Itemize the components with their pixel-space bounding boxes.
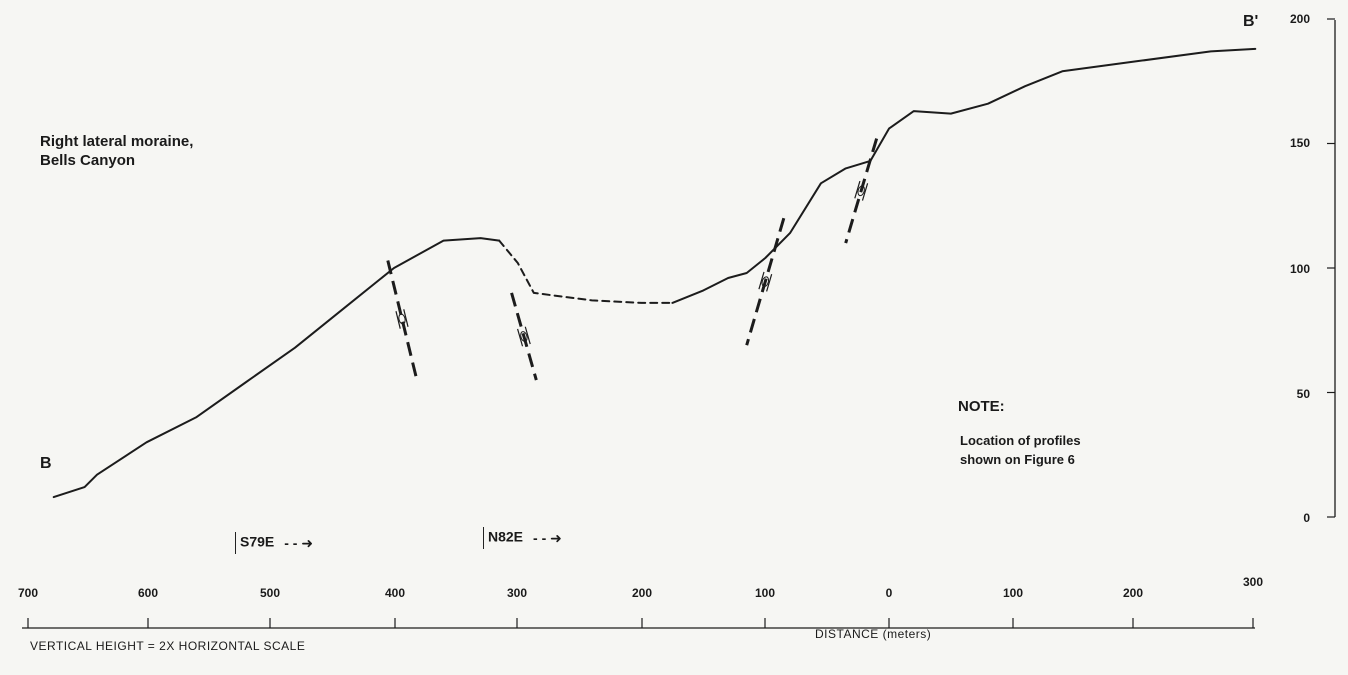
fault-symbol-stroke bbox=[766, 274, 773, 292]
orientation-s79e: S79E - - ➜ bbox=[235, 532, 313, 554]
vertical-scale-note: VERTICAL HEIGHT = 2X HORIZONTAL SCALE bbox=[30, 639, 306, 653]
fault-symbol-stroke bbox=[517, 328, 524, 347]
right-arrow-icon: - - ➜ bbox=[284, 534, 314, 551]
y-tick-label: 50 bbox=[1296, 387, 1310, 401]
x-tick-label: 300 bbox=[506, 586, 528, 600]
figure-title-line1: Right lateral moraine, bbox=[40, 133, 194, 150]
fault-symbol-ring bbox=[761, 276, 770, 288]
y-tick-label: 150 bbox=[1289, 136, 1310, 150]
fault-symbol-ring bbox=[398, 313, 406, 325]
orientation-label: N82E bbox=[488, 528, 524, 545]
point-b-label: B bbox=[40, 455, 52, 472]
fault-line bbox=[510, 292, 538, 381]
x-tick-label: 0 bbox=[885, 586, 893, 600]
x-tick-label: 200 bbox=[631, 586, 653, 600]
x-tick-label: 300 bbox=[1242, 575, 1264, 589]
x-tick-label: 400 bbox=[384, 586, 406, 600]
fault-displacement-symbol bbox=[854, 180, 869, 201]
fault-symbol-stroke bbox=[395, 311, 401, 329]
x-tick-label: 100 bbox=[1002, 586, 1024, 600]
x-tick-label: 500 bbox=[259, 586, 281, 600]
fault-symbol-ring bbox=[857, 185, 865, 197]
x-tick-label: 200 bbox=[1122, 586, 1144, 600]
fault-displacement-symbol bbox=[395, 309, 409, 329]
point-b-prime-label: B' bbox=[1243, 13, 1259, 30]
x-tick-label: 100 bbox=[754, 586, 776, 600]
fault-symbol-stroke bbox=[854, 180, 861, 199]
fault-symbol-stroke bbox=[861, 183, 869, 201]
orientation-tick bbox=[483, 527, 484, 549]
fault-symbol-stroke bbox=[758, 271, 765, 290]
profile-line-solid-right bbox=[671, 47, 1257, 304]
fault-symbol-stroke bbox=[524, 326, 531, 345]
fault-displacement-symbol bbox=[758, 271, 773, 292]
orientation-label: S79E bbox=[240, 533, 275, 550]
fault-line bbox=[386, 260, 418, 378]
figure-title-line2: Bells Canyon bbox=[40, 152, 136, 169]
fault-symbol-ring bbox=[520, 331, 528, 342]
y-tick-label: 0 bbox=[1303, 511, 1310, 525]
distance-axis-label: DISTANCE (meters) bbox=[815, 627, 932, 641]
orientation-tick bbox=[235, 532, 236, 554]
orientation-n82e: N82E - - ➜ bbox=[483, 527, 562, 549]
fault-line bbox=[844, 138, 879, 244]
note-line2: shown on Figure 6 bbox=[960, 452, 1075, 467]
y-tick-label: 100 bbox=[1289, 262, 1310, 276]
profile-line-solid-left bbox=[52, 237, 501, 499]
note-line1: Location of profiles bbox=[960, 433, 1081, 448]
right-arrow-icon: - - ➜ bbox=[533, 529, 562, 546]
fault-displacement-symbol bbox=[517, 326, 531, 347]
y-tick-label: 200 bbox=[1289, 12, 1310, 26]
x-tick-label: 600 bbox=[137, 586, 159, 600]
fault-line bbox=[745, 217, 786, 346]
x-tick-label: 700 bbox=[17, 586, 39, 600]
profile-line-dashed bbox=[498, 239, 674, 304]
fault-symbol-stroke bbox=[403, 309, 409, 327]
note-heading: NOTE: bbox=[958, 398, 1005, 415]
